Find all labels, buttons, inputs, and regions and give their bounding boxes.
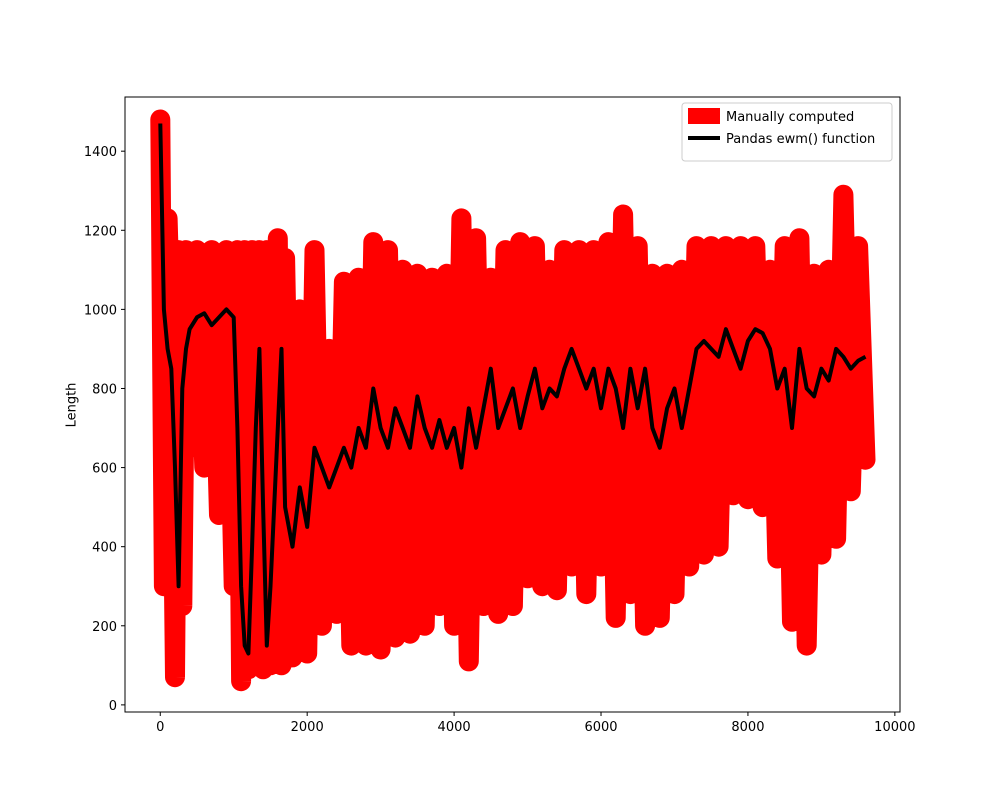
x-tick-label: 4000 (438, 720, 471, 735)
legend-box (681, 102, 893, 162)
x-tick-label: 2000 (291, 720, 324, 735)
y-tick-label: 0 (109, 699, 117, 714)
plot-area (150, 109, 876, 692)
y-tick-label: 1400 (84, 145, 117, 160)
series-line (158, 123, 867, 656)
x-tick-label: 8000 (731, 720, 764, 735)
legend-label: Pandas ewm() function (726, 132, 875, 147)
y-axis-label: Length (65, 383, 80, 428)
y-tick-label: 1200 (84, 224, 117, 239)
plot-frame (124, 96, 901, 713)
x-tick-label: 10000 (874, 720, 915, 735)
y-tick-label: 800 (92, 382, 117, 397)
legend-label: Manually computed (726, 110, 854, 125)
x-tick-label: 6000 (584, 720, 617, 735)
y-tick-label: 1000 (84, 303, 117, 318)
y-tick-label: 400 (92, 541, 117, 556)
legend: Manually computed Pandas ewm() function (681, 102, 893, 162)
x-tick-label: 0 (156, 720, 164, 735)
series-line (150, 109, 876, 692)
y-tick-label: 600 (92, 462, 117, 477)
y-tick-label: 200 (92, 620, 117, 635)
